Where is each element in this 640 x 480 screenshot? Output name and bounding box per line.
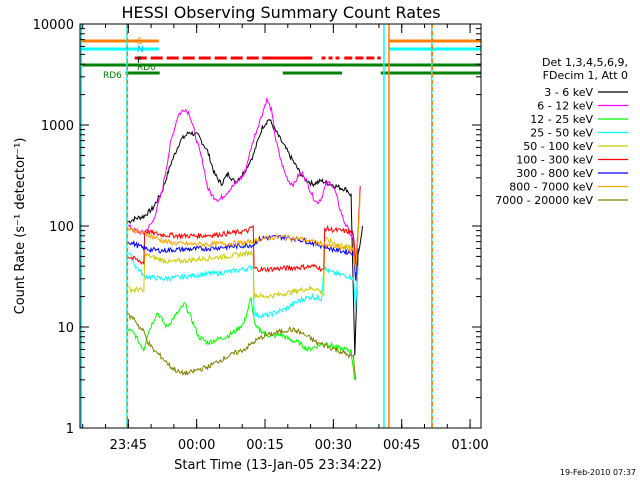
legend-label-1: 6 - 12 keV: [537, 100, 593, 113]
legend-label-6: 300 - 800 keV: [516, 167, 593, 180]
series-line-8: [127, 312, 357, 380]
series-line-3: [128, 252, 359, 320]
flag-label-n: N: [137, 45, 144, 55]
legend-header-2: FDecim 1, Att 0: [543, 69, 628, 82]
legend-label-2: 12 - 25 keV: [530, 113, 593, 126]
legend-label-7: 800 - 7000 keV: [509, 181, 593, 194]
x-axis-ticks: 23:45 00:00 00:15 00:30 00:45 01:00: [82, 24, 489, 453]
legend-label-3: 25 - 50 keV: [530, 127, 593, 140]
series-line-1: [127, 97, 359, 278]
series-layer: [127, 97, 363, 380]
legend-label-8: 7000 - 20000 keV: [495, 194, 593, 207]
x-tick-label: 00:30: [315, 438, 352, 453]
y-tick-label: 1000: [41, 119, 74, 134]
chart-title: HESSI Observing Summary Count Rates: [121, 3, 440, 22]
x-tick-label: 00:00: [178, 438, 215, 453]
series-line-2: [127, 297, 356, 380]
x-axis-title: Start Time (13-Jan-05 23:34:22): [174, 458, 382, 473]
series-line-4: [128, 236, 359, 300]
y-axis-ticks: 1 10 100 1000 10000: [33, 18, 481, 437]
footer-date: 19-Feb-2010 07:37: [560, 468, 636, 477]
series-line-0: [127, 118, 363, 356]
flag-label-f: F: [137, 56, 142, 66]
flag-layer: [80, 24, 481, 428]
series-line-7: [127, 195, 361, 273]
flag-label-rd0: RD0: [137, 63, 156, 73]
flag-label-s: S: [137, 37, 143, 47]
legend-label-4: 50 - 100 keV: [523, 140, 593, 153]
legend-label-0: 3 - 6 keV: [544, 86, 593, 99]
legend-label-5: 100 - 300 keV: [516, 154, 593, 167]
series-line-5: [127, 185, 361, 274]
legend-header-1: Det 1,3,4,5,6,9,: [542, 56, 628, 69]
y-tick-label: 1: [66, 422, 74, 437]
x-tick-label: 00:15: [246, 438, 283, 453]
y-tick-label: 10: [57, 321, 74, 336]
y-axis-title: Count Rate (s⁻¹ detector⁻¹): [13, 138, 28, 315]
y-tick-label: 100: [49, 220, 74, 235]
x-tick-label: 00:45: [383, 438, 420, 453]
y-tick-label: 10000: [33, 18, 74, 33]
x-tick-label: 23:45: [110, 438, 147, 453]
series-line-6: [127, 234, 359, 281]
flag-label-rd6: RD6: [103, 71, 122, 81]
x-tick-label: 01:00: [451, 438, 488, 453]
